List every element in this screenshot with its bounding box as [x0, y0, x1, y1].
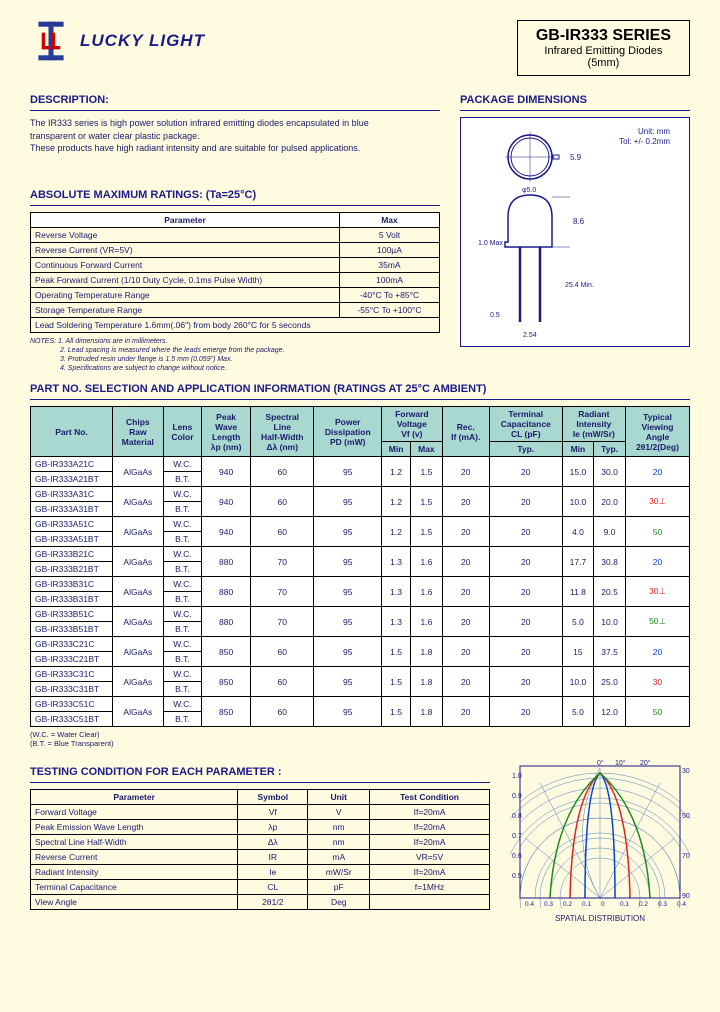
title-sub2: (5mm) [536, 57, 671, 69]
section-description: DESCRIPTION: [30, 94, 440, 106]
part-no: GB-IR333C31BT [31, 682, 113, 697]
legend: (W.C. = Water Clear) (B.T. = Blue Transp… [30, 730, 690, 748]
svg-text:0.2: 0.2 [639, 901, 648, 908]
svg-text:0.3: 0.3 [544, 901, 553, 908]
svg-text:20°: 20° [640, 759, 651, 767]
viewing-angle: 50 [626, 517, 690, 547]
spatial-distribution: 0° 10° 20° 30° 50° 70° 90° 1.0 0.9 0.8 0… [510, 758, 690, 923]
logo-block: LUCKY LIGHT [30, 20, 205, 62]
selection-table: Part No. Chips Raw Material Lens Color P… [30, 406, 690, 727]
viewing-angle: 30⊥ [626, 487, 690, 517]
part-no: GB-IR333A21C [31, 457, 113, 472]
svg-text:0.3: 0.3 [658, 901, 667, 908]
svg-text:90°: 90° [682, 892, 690, 900]
amr-max: -40°C To +85°C [340, 287, 440, 302]
part-no: GB-IR333B51BT [31, 622, 113, 637]
svg-text:0.4: 0.4 [525, 901, 534, 908]
svg-text:25.4 Min.: 25.4 Min. [565, 282, 594, 289]
amr-foot: Lead Soldering Temperature 1.6mm(.06") f… [31, 317, 440, 332]
part-no: GB-IR333B31C [31, 577, 113, 592]
svg-text:2.54: 2.54 [523, 332, 537, 339]
amr-param: Storage Temperature Range [31, 302, 340, 317]
title-sub1: Infrared Emitting Diodes [536, 45, 671, 57]
svg-text:Unit: mm: Unit: mm [638, 127, 670, 136]
amr-max: 100µA [340, 242, 440, 257]
viewing-angle: 20 [626, 457, 690, 487]
notes: NOTES: 1. All dimensions are in millimet… [30, 337, 440, 373]
svg-text:8.6: 8.6 [573, 217, 585, 226]
part-no: GB-IR333C31C [31, 667, 113, 682]
section-pkg: PACKAGE DIMENSIONS [460, 94, 690, 106]
amr-max: 100mA [340, 272, 440, 287]
svg-text:0.5: 0.5 [490, 312, 500, 319]
amr-param: Reverse Voltage [31, 227, 340, 242]
part-no: GB-IR333B51C [31, 607, 113, 622]
amr-max: 5 Volt [340, 227, 440, 242]
svg-text:5.9: 5.9 [570, 153, 582, 162]
svg-text:0.5: 0.5 [512, 873, 522, 880]
part-no: GB-IR333C51BT [31, 712, 113, 727]
part-no: GB-IR333C21C [31, 637, 113, 652]
viewing-angle: 50⊥ [626, 607, 690, 637]
package-diagram: Unit: mm Tol: +/- 0.2mm 5.9 φ5.0 8.6 1.0… [460, 117, 690, 347]
amr-h-param: Parameter [31, 212, 340, 227]
viewing-angle: 20 [626, 637, 690, 667]
amr-param: Continuous Forward Current [31, 257, 340, 272]
svg-text:1.0 Max: 1.0 Max [478, 240, 503, 247]
svg-text:0.9: 0.9 [512, 793, 522, 800]
part-no: GB-IR333A31BT [31, 502, 113, 517]
svg-text:0.1: 0.1 [620, 901, 629, 908]
amr-param: Operating Temperature Range [31, 287, 340, 302]
svg-text:0.8: 0.8 [512, 813, 522, 820]
viewing-angle: 30 [626, 667, 690, 697]
part-no: GB-IR333B31BT [31, 592, 113, 607]
amr-h-max: Max [340, 212, 440, 227]
spatial-label: SPATIAL DISTRIBUTION [510, 914, 690, 923]
amr-table: Parameter Max Reverse Voltage5 VoltRever… [30, 212, 440, 333]
brand-name: LUCKY LIGHT [80, 31, 205, 51]
amr-max: 35mA [340, 257, 440, 272]
part-no: GB-IR333A21BT [31, 472, 113, 487]
description-text: The IR333 series is high power solution … [30, 117, 400, 155]
part-no: GB-IR333A51BT [31, 532, 113, 547]
part-no: GB-IR333B21BT [31, 562, 113, 577]
section-selection: PART NO. SELECTION AND APPLICATION INFOR… [30, 383, 690, 395]
svg-text:0.4: 0.4 [677, 901, 686, 908]
part-no: GB-IR333C51C [31, 697, 113, 712]
svg-text:0.7: 0.7 [512, 833, 522, 840]
svg-text:0.1: 0.1 [582, 901, 591, 908]
title-box: GB-IR333 SERIES Infrared Emitting Diodes… [517, 20, 690, 76]
title-main: GB-IR333 SERIES [536, 27, 671, 45]
viewing-angle: 20 [626, 547, 690, 577]
svg-text:0°: 0° [597, 759, 604, 767]
svg-text:0.2: 0.2 [563, 901, 572, 908]
section-testing: TESTING CONDITION FOR EACH PARAMETER : [30, 766, 490, 778]
test-table: Parameter Symbol Unit Test Condition For… [30, 789, 490, 910]
amr-max: -55°C To +100°C [340, 302, 440, 317]
svg-text:70°: 70° [682, 852, 690, 860]
svg-text:0: 0 [601, 901, 605, 908]
part-no: GB-IR333B21C [31, 547, 113, 562]
svg-text:10°: 10° [615, 759, 626, 767]
viewing-angle: 50 [626, 697, 690, 727]
svg-text:Tol: +/- 0.2mm: Tol: +/- 0.2mm [619, 137, 670, 146]
svg-text:50°: 50° [682, 812, 690, 820]
section-amr: ABSOLUTE MAXIMUM RATINGS: (Ta=25°C) [30, 189, 440, 201]
viewing-angle: 30⊥ [626, 577, 690, 607]
svg-text:φ5.0: φ5.0 [522, 187, 536, 194]
part-no: GB-IR333A51C [31, 517, 113, 532]
part-no: GB-IR333A31C [31, 487, 113, 502]
logo-icon [30, 20, 72, 62]
part-no: GB-IR333C21BT [31, 652, 113, 667]
svg-text:1.0: 1.0 [512, 773, 522, 780]
amr-param: Peak Forward Current (1/10 Duty Cycle, 0… [31, 272, 340, 287]
svg-text:30°: 30° [682, 767, 690, 775]
amr-param: Reverse Current (VR=5V) [31, 242, 340, 257]
svg-text:0.6: 0.6 [512, 853, 522, 860]
